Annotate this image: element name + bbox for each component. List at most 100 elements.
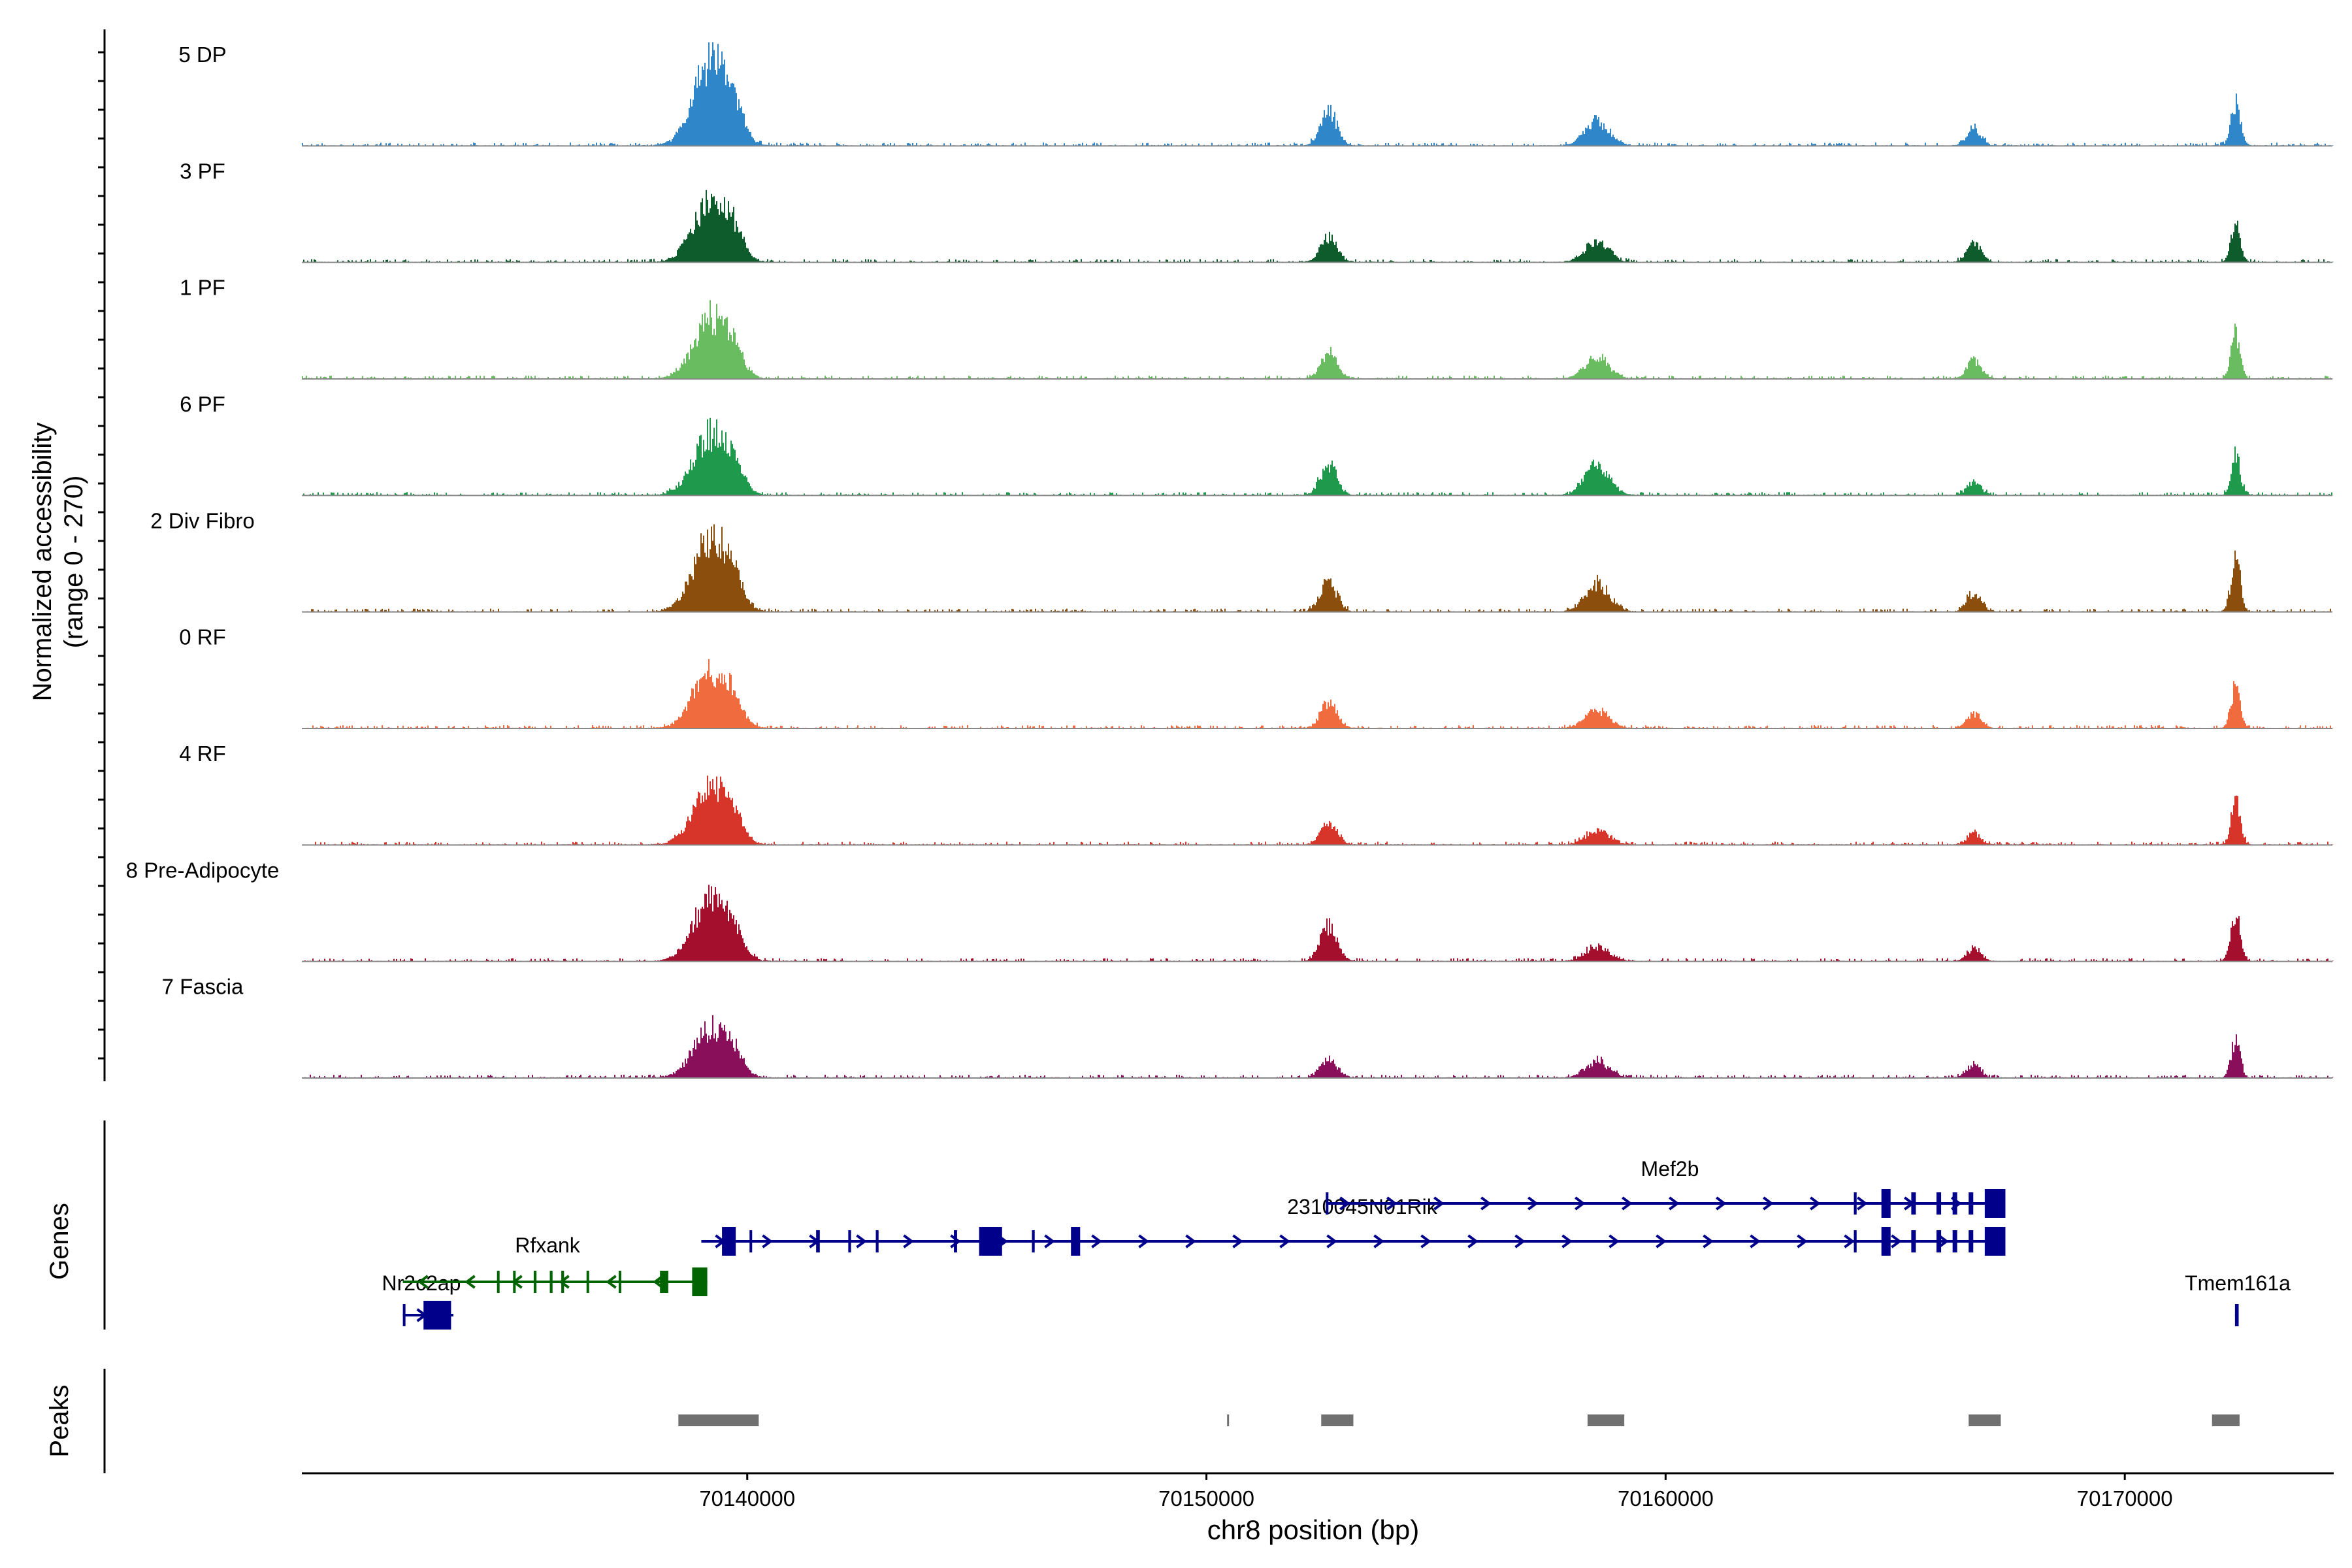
left-axis-lines (98, 29, 106, 1473)
strand-arrow (1480, 1196, 1492, 1211)
strand-arrow (1844, 1234, 1855, 1249)
strand-arrow (1433, 1196, 1445, 1211)
strand-arrow (1326, 1234, 1337, 1249)
strand-arrow (1138, 1234, 1149, 1249)
strand-arrow (1091, 1234, 1102, 1249)
strand-arrow (1938, 1234, 1949, 1249)
track-label: 1 PF (180, 276, 225, 300)
exon (954, 1230, 957, 1252)
strand-arrow (1527, 1196, 1539, 1211)
gene-label: 2310045N01Rik (1287, 1195, 1438, 1218)
strand-arrow (762, 1234, 773, 1249)
strand-arrow (1044, 1234, 1055, 1249)
track-8-pre-adipocyte: 8 Pre-Adipocyte (126, 858, 2334, 962)
exon (549, 1271, 553, 1293)
strand-arrow (1622, 1196, 1633, 1211)
track-label: 7 Fascia (162, 975, 244, 999)
strand-arrow (1703, 1234, 1714, 1249)
strand-arrow (1669, 1196, 1680, 1211)
strand-arrow (1467, 1234, 1478, 1249)
track-1-pf: 1 PF (180, 276, 2334, 380)
exon (1984, 1227, 2006, 1256)
coverage-area (302, 659, 2334, 728)
strand-arrow (1857, 1196, 1868, 1211)
exon (848, 1230, 851, 1252)
strand-arrow (1514, 1234, 1526, 1249)
exon (1854, 1192, 1857, 1215)
x-tick-label: 70150000 (1158, 1486, 1254, 1511)
coverage-area (302, 300, 2334, 379)
strand-arrow (1232, 1234, 1243, 1249)
exon (1968, 1192, 1974, 1215)
exon (722, 1227, 736, 1256)
track-label: 6 PF (180, 392, 225, 416)
gene-label: Rfxank (515, 1233, 581, 1257)
y-axis-title: Normalized accessibility (range 0 - 270) (28, 423, 88, 702)
exon (402, 1304, 406, 1326)
strand-arrow (465, 1275, 476, 1289)
strand-arrow (950, 1234, 961, 1249)
coverage-area (302, 524, 2334, 612)
strand-arrow (1716, 1196, 1727, 1211)
exon (533, 1271, 537, 1293)
y-axis-range-label: (range 0 - 270) (59, 476, 88, 649)
track-5-dp: 5 DP (178, 42, 2334, 147)
exon (692, 1267, 708, 1296)
peaks-track-label: Peaks (45, 1384, 74, 1457)
strand-arrow (1609, 1234, 1620, 1249)
strand-arrow (903, 1234, 914, 1249)
track-label: 2 Div Fibro (150, 508, 255, 532)
track-7-fascia: 7 Fascia (162, 975, 2334, 1079)
strand-arrow (856, 1234, 867, 1249)
coverage-area (302, 885, 2334, 962)
peak (1968, 1414, 2001, 1426)
exon (1984, 1189, 2006, 1218)
track-label: 0 RF (179, 625, 226, 649)
exon (816, 1230, 820, 1252)
gene-rfxank: Rfxank (402, 1233, 708, 1296)
track-label: 4 RF (179, 742, 226, 766)
exon (513, 1271, 516, 1293)
exon (875, 1230, 879, 1252)
x-tick-label: 70140000 (699, 1486, 795, 1511)
gene-label: Mef2b (1641, 1157, 1699, 1181)
peak (2212, 1414, 2240, 1426)
track-label: 5 DP (178, 42, 226, 67)
track-4-rf: 4 RF (179, 742, 2334, 846)
track-3-pf: 3 PF (180, 159, 2334, 263)
exon (586, 1271, 589, 1293)
track-label: 3 PF (180, 159, 225, 183)
peak (678, 1414, 759, 1426)
strand-arrow (1339, 1196, 1350, 1211)
gene-tmem161a: Tmem161a (2185, 1271, 2291, 1326)
exon (1326, 1192, 1329, 1215)
strand-arrow (1386, 1196, 1397, 1211)
strand-arrow (417, 1275, 429, 1289)
strand-arrow (1373, 1234, 1384, 1249)
exon (1952, 1230, 1957, 1252)
coverage-tracks: 5 DP 3 PF 1 PF 6 PF 2 Div Fibro 0 RF 4 RF 8 Pre… (126, 42, 2334, 1079)
strand-arrow (1561, 1234, 1573, 1249)
exon (1032, 1230, 1035, 1252)
exon (979, 1227, 1002, 1256)
exon (660, 1271, 668, 1293)
coverage-area (302, 189, 2334, 263)
peak (1321, 1414, 1354, 1426)
x-tick-label: 70170000 (2077, 1486, 2173, 1511)
coverage-area (302, 417, 2334, 496)
exon (423, 1301, 451, 1330)
strand-arrow (1575, 1196, 1586, 1211)
peak (1587, 1414, 1625, 1426)
exon (1881, 1227, 1891, 1256)
coverage-area (302, 776, 2334, 845)
strand-arrow (606, 1275, 617, 1289)
strand-arrow (1891, 1234, 1902, 1249)
strand-arrow (1750, 1234, 1761, 1249)
track-2-div-fibro: 2 Div Fibro (150, 508, 2334, 613)
peak-track (678, 1414, 2240, 1426)
peak (1227, 1414, 1230, 1426)
x-axis: 70140000 70150000 70160000 70170000 (302, 1472, 2334, 1511)
exon (1911, 1192, 1916, 1215)
